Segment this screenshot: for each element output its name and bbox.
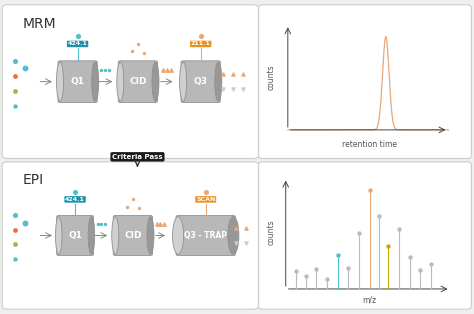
Text: Q1: Q1: [68, 231, 82, 240]
Point: [219, 87, 227, 92]
Point: [202, 190, 210, 195]
Text: CID: CID: [129, 77, 146, 86]
Ellipse shape: [91, 62, 99, 101]
Point: [105, 67, 113, 72]
Text: retention time: retention time: [342, 140, 397, 149]
Point: [324, 277, 331, 282]
Point: [98, 67, 105, 72]
Point: [396, 227, 403, 232]
Ellipse shape: [215, 62, 222, 101]
FancyBboxPatch shape: [259, 162, 471, 309]
Ellipse shape: [112, 217, 119, 254]
Point: [136, 206, 143, 211]
Point: [11, 88, 18, 93]
FancyBboxPatch shape: [113, 216, 153, 255]
Point: [366, 187, 374, 192]
FancyBboxPatch shape: [2, 5, 258, 159]
Point: [140, 51, 148, 56]
Point: [219, 72, 227, 77]
Point: [229, 72, 237, 77]
Ellipse shape: [88, 217, 95, 254]
Point: [167, 67, 174, 72]
Point: [163, 67, 171, 72]
Point: [242, 240, 250, 245]
FancyBboxPatch shape: [58, 61, 97, 102]
Point: [134, 41, 142, 46]
Point: [11, 213, 18, 218]
Ellipse shape: [173, 217, 183, 254]
Text: SCAN: SCAN: [196, 197, 215, 202]
FancyBboxPatch shape: [176, 216, 236, 255]
Point: [375, 214, 383, 219]
Point: [153, 221, 161, 226]
Point: [407, 254, 414, 259]
Point: [11, 256, 18, 261]
Point: [157, 221, 164, 226]
FancyBboxPatch shape: [181, 61, 220, 102]
Point: [229, 87, 237, 92]
Point: [11, 73, 18, 78]
FancyBboxPatch shape: [118, 61, 157, 102]
Point: [355, 231, 363, 236]
Text: 424.1: 424.1: [65, 197, 85, 202]
Point: [292, 268, 300, 273]
Text: MRM: MRM: [22, 17, 56, 31]
Text: m/z: m/z: [362, 296, 376, 305]
Point: [313, 266, 320, 271]
FancyBboxPatch shape: [57, 216, 93, 255]
Text: Q1: Q1: [71, 77, 84, 86]
Point: [21, 66, 28, 71]
Point: [197, 34, 204, 39]
Text: Criteria Pass: Criteria Pass: [112, 154, 163, 160]
Point: [385, 244, 392, 249]
FancyBboxPatch shape: [2, 162, 258, 309]
Point: [11, 242, 18, 247]
Point: [74, 34, 82, 39]
Point: [101, 67, 109, 72]
Ellipse shape: [117, 62, 124, 101]
Ellipse shape: [180, 62, 187, 101]
Point: [94, 221, 101, 226]
Point: [239, 87, 247, 92]
Point: [128, 49, 136, 54]
Ellipse shape: [147, 217, 154, 254]
Point: [416, 267, 423, 272]
Text: counts: counts: [267, 64, 275, 90]
Point: [239, 72, 247, 77]
Point: [129, 197, 137, 202]
Point: [21, 220, 28, 225]
Point: [159, 67, 167, 72]
Point: [335, 252, 342, 257]
Point: [427, 262, 435, 267]
Ellipse shape: [152, 62, 159, 101]
Point: [123, 204, 130, 209]
Ellipse shape: [56, 62, 64, 101]
Point: [161, 221, 168, 226]
Text: 424.1: 424.1: [68, 41, 88, 46]
Point: [11, 227, 18, 232]
Point: [344, 265, 352, 270]
Point: [11, 103, 18, 108]
Point: [232, 226, 240, 231]
Point: [232, 240, 240, 245]
Point: [11, 58, 18, 63]
Text: Q3: Q3: [194, 77, 208, 86]
Text: 211.1: 211.1: [191, 41, 210, 46]
Ellipse shape: [228, 217, 239, 254]
Point: [242, 226, 250, 231]
Text: EPI: EPI: [22, 173, 44, 187]
Point: [98, 221, 105, 226]
Text: CID: CID: [124, 231, 142, 240]
Text: Q3 - TRAP: Q3 - TRAP: [184, 231, 227, 240]
Point: [302, 273, 310, 279]
Ellipse shape: [55, 217, 62, 254]
FancyBboxPatch shape: [259, 5, 471, 159]
Point: [71, 190, 79, 195]
Text: counts: counts: [267, 220, 275, 246]
Point: [101, 221, 109, 226]
